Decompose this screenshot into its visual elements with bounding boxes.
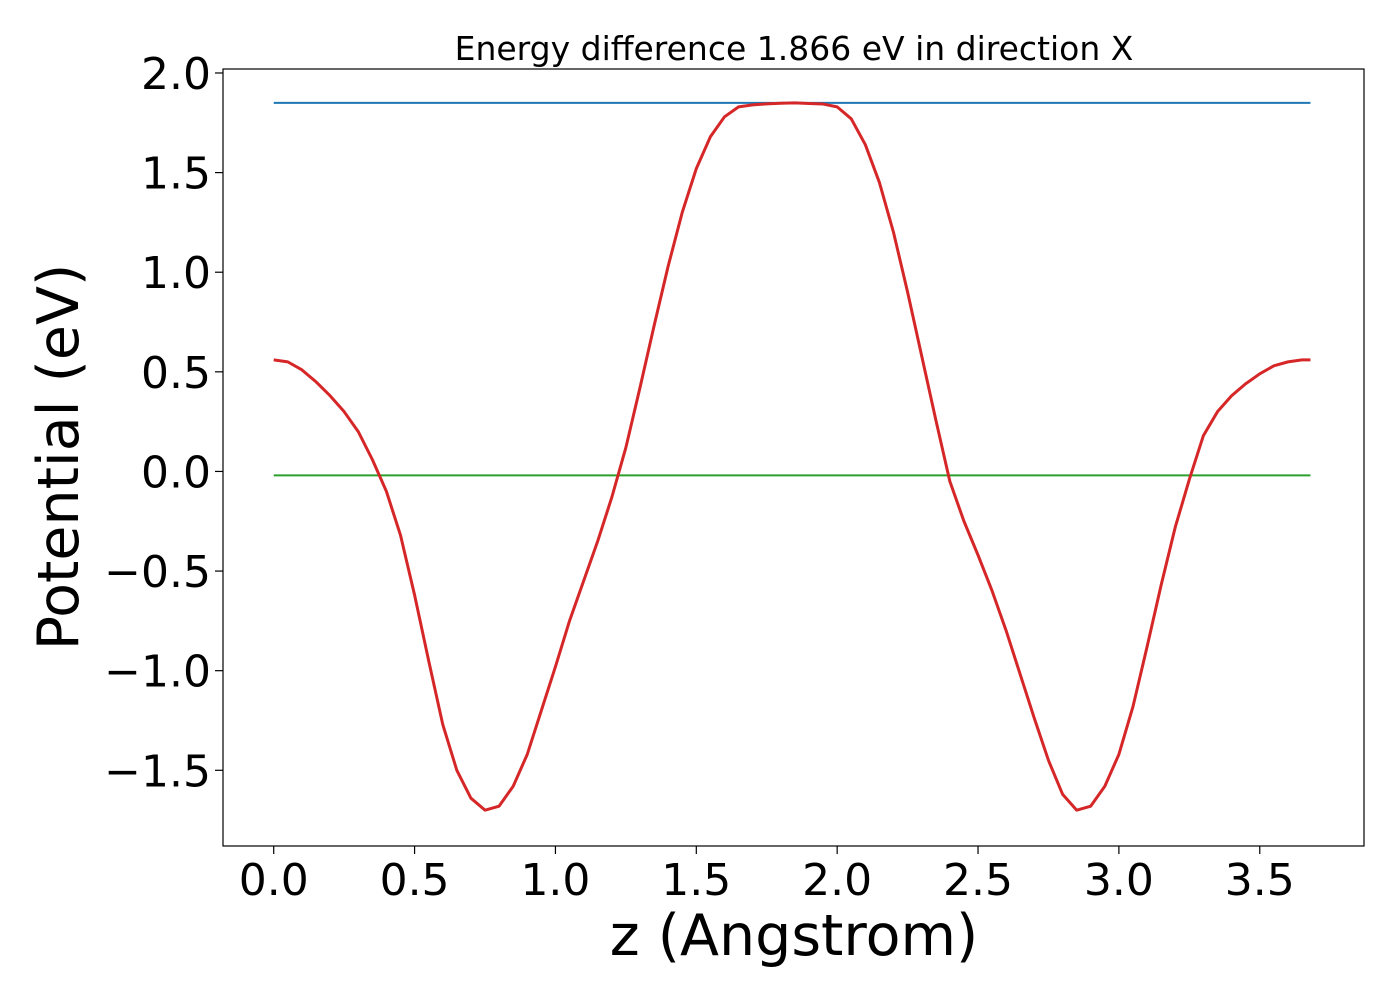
plot-area [223, 69, 1364, 846]
x-tick-label: 2.5 [943, 855, 1013, 906]
y-tick-label: 0.5 [141, 348, 211, 399]
series-potential [273, 101, 1311, 812]
y-tick-label: 1.0 [141, 248, 211, 299]
x-axis-label: z (Angstrom) [610, 903, 978, 969]
y-tick-label: −1.5 [104, 746, 211, 797]
x-tick-label: 1.5 [661, 855, 731, 906]
x-tick-label: 0.5 [380, 855, 450, 906]
y-tick-label: 1.5 [141, 149, 211, 200]
series-layer [273, 101, 1311, 812]
x-tick-label: 1.0 [520, 855, 590, 906]
y-tick-label: 0.0 [141, 447, 211, 498]
x-axis: 0.0 0.5 1.0 1.5 2.0 2.5 3.0 3.5 [239, 846, 1295, 906]
x-tick-label: 0.0 [239, 855, 309, 906]
y-tick-label: 2.0 [141, 49, 211, 100]
plot-frame [222, 68, 1365, 847]
x-tick-label: 3.0 [1084, 855, 1154, 906]
y-axis-label: Potential (eV) [26, 264, 92, 650]
y-tick-label: −0.5 [104, 547, 211, 598]
y-tick-label: −1.0 [104, 647, 211, 698]
x-tick-label: 3.5 [1225, 855, 1295, 906]
y-axis: −1.5 −1.0 −0.5 0.0 0.5 1.0 1.5 2.0 [104, 49, 223, 797]
x-tick-label: 2.0 [802, 855, 872, 906]
chart-title: Energy difference 1.866 eV in direction … [455, 29, 1134, 68]
